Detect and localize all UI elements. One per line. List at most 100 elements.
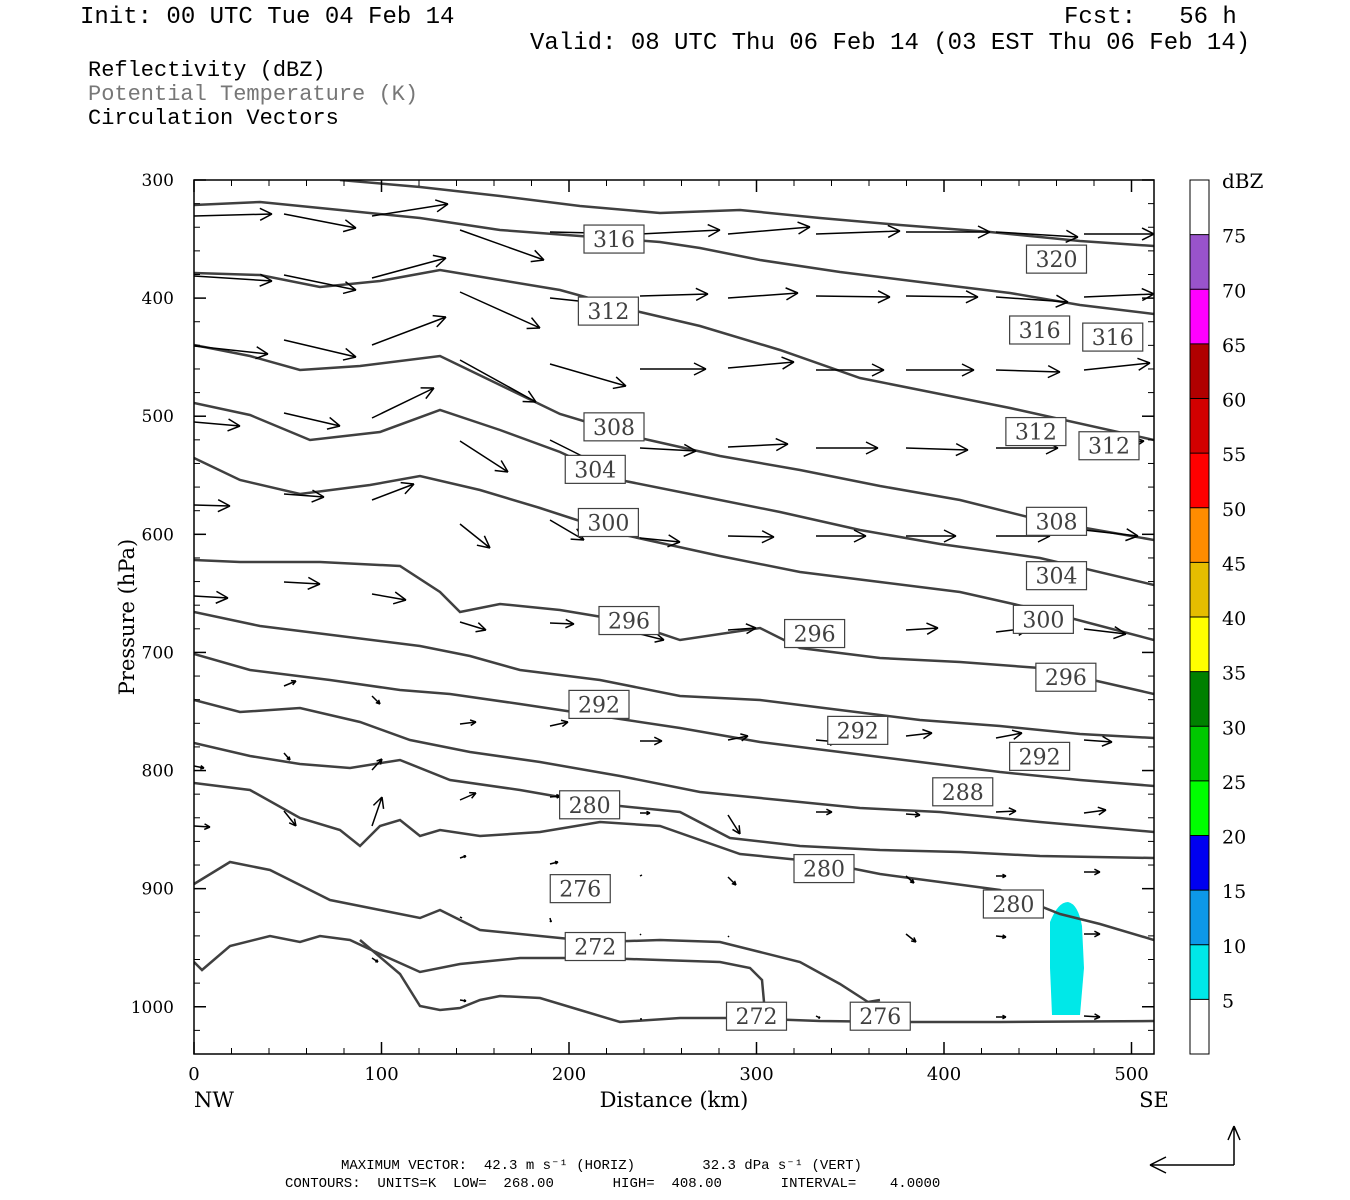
contour-label-value: 280: [992, 893, 1034, 918]
contour-line: [194, 652, 1154, 788]
colorbar-label: 60: [1222, 390, 1246, 412]
colorbar-label: 40: [1222, 608, 1246, 630]
vector-arrow: [727, 814, 741, 835]
contour-labels: 316 320 312 316 316 308 312 312 304 300 308 304 300 2…: [549, 224, 1144, 1031]
vector-arrow: [727, 530, 775, 544]
x-tick-label: 0: [188, 1064, 199, 1085]
contour-line: [194, 200, 1154, 316]
vector-arrow: [816, 441, 879, 455]
contour-label-value: 280: [803, 858, 845, 883]
contour-label: 296: [1035, 662, 1097, 692]
vector-arrow: [459, 998, 467, 1003]
colorbar-label: 65: [1222, 335, 1246, 357]
vector-arrow: [639, 933, 642, 936]
y-tick-label: 900: [142, 880, 174, 900]
x-tick-label: 300: [739, 1064, 773, 1085]
vector-arrow: [816, 808, 833, 816]
max-vector-note: MAXIMUM VECTOR: 42.3 m s⁻¹ (HORIZ) 32.3 …: [341, 1158, 862, 1174]
contour-label-value: 312: [1088, 435, 1130, 460]
contour-label: 308: [583, 412, 645, 442]
colorbar-label: 15: [1222, 881, 1246, 903]
vector-arrow: [283, 489, 325, 503]
contour-line: [194, 934, 766, 1003]
vector-arrow: [459, 791, 477, 801]
vector-arrow: [996, 1014, 1007, 1020]
contour-label-value: 304: [1036, 565, 1078, 590]
vector-arrow: [371, 591, 407, 605]
vector-arrow: [371, 796, 385, 827]
vector-arrow: [727, 221, 811, 235]
colorbar-segment: [1190, 289, 1209, 344]
contour-label: 276: [549, 874, 611, 904]
colorbar-segment: [1190, 343, 1209, 399]
vector-arrow: [639, 874, 643, 877]
colorbar-segment: [1190, 671, 1209, 727]
contour-line: [194, 860, 881, 1004]
colorbar-label: 35: [1222, 663, 1246, 685]
vector-arrow: [815, 290, 891, 304]
vector-arrow: [639, 443, 697, 458]
vector-arrow: [283, 679, 297, 687]
y-tick-label: 1000: [131, 998, 174, 1018]
colorbar-label: 45: [1222, 553, 1246, 575]
contour-label-value: 276: [559, 878, 601, 903]
x-tick-label: 200: [552, 1064, 586, 1085]
colorbar-segment: [1190, 398, 1209, 454]
vector-arrow: [995, 364, 1061, 379]
x-end-label-left: NW: [194, 1088, 234, 1112]
field-reflectivity: Reflectivity (dBZ): [88, 58, 326, 83]
vector-arrow: [639, 534, 681, 548]
vector-arrow: [194, 590, 229, 604]
colorbar-label: 5: [1222, 990, 1234, 1012]
vector-arrow: [640, 736, 663, 746]
vector-arrow: [996, 873, 1007, 879]
vector-arrow: [549, 363, 627, 390]
plot-area: 316 320 312 316 316 308 312 312 304 300 308 304 300 2…: [194, 180, 1154, 1031]
vector-arrow: [1083, 1013, 1101, 1021]
vector-arrow: [283, 810, 297, 827]
x-tick-label: 100: [364, 1064, 398, 1085]
vector-arrow: [727, 287, 799, 301]
contour-label: 280: [559, 790, 621, 820]
vector-arrow: [905, 875, 915, 884]
vector-arrow: [194, 764, 205, 770]
vector-arrow: [639, 287, 709, 302]
vector-arrow: [371, 758, 383, 771]
contour-label-value: 316: [1019, 319, 1061, 344]
x-axis-label: Distance (km): [600, 1088, 749, 1112]
vector-arrow: [459, 621, 487, 633]
vector-arrow: [194, 207, 273, 221]
vector-arrow: [905, 290, 979, 304]
colorbar-segment: [1190, 726, 1209, 781]
contour-line: [194, 781, 1154, 942]
contour-label: 280: [793, 853, 855, 884]
contour-label: 296: [598, 605, 660, 636]
contour-label: 312: [577, 296, 639, 326]
vector-arrow: [371, 199, 449, 217]
vector-arrow: [815, 224, 901, 239]
vector-arrow: [995, 807, 1017, 816]
colorbar-segment: [1190, 562, 1209, 617]
contour-label-value: 272: [574, 936, 616, 961]
contour-line: [194, 610, 1154, 740]
contour-line: [194, 456, 1154, 642]
vector-arrow: [906, 363, 975, 377]
contour-label-value: 316: [1092, 326, 1134, 351]
vector-arrow: [549, 860, 559, 865]
vector-arrow: [194, 345, 269, 360]
contour-label: 292: [1009, 741, 1071, 771]
vector-arrow: [371, 695, 381, 705]
vector-arrow: [459, 523, 491, 549]
vector-arrow: [459, 854, 467, 859]
vector-arrow: [995, 294, 1069, 308]
field-circulation-vectors: Circulation Vectors: [88, 106, 339, 131]
vector-arrow: [995, 229, 1079, 243]
contour-label: 300: [1012, 604, 1074, 634]
colorbar-segment: [1190, 617, 1209, 672]
contour-label: 312: [1005, 416, 1067, 447]
colorbar-segment: [1190, 234, 1209, 290]
vector-arrow: [549, 618, 575, 629]
contour-label: 296: [784, 618, 846, 649]
contour-label-value: 272: [736, 1005, 778, 1030]
